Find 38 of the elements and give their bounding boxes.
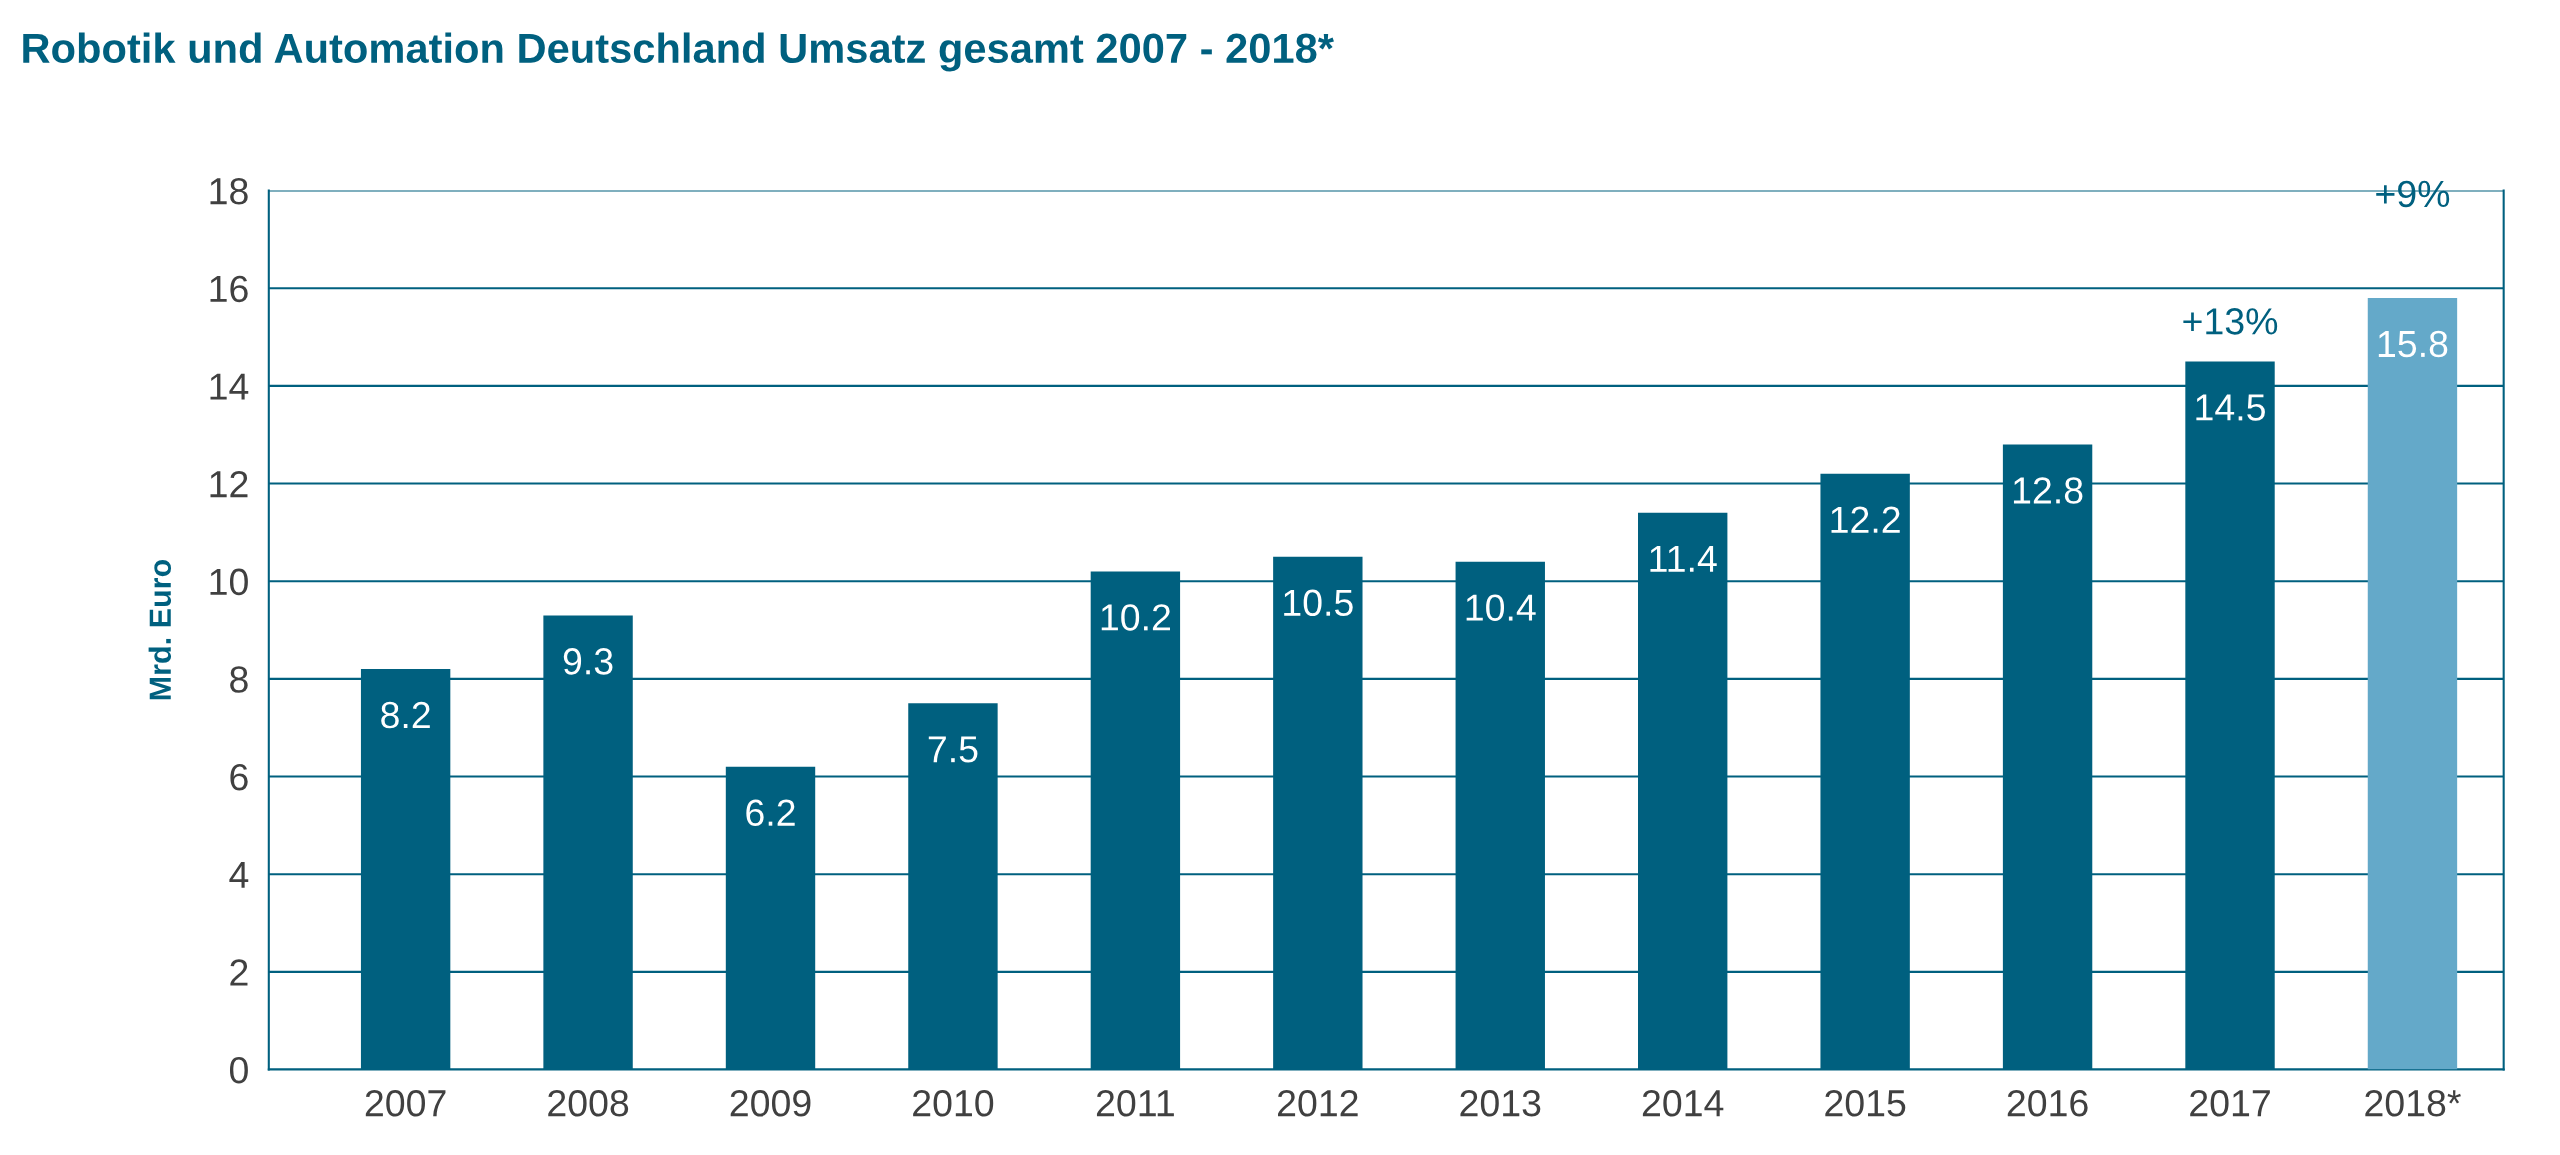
x-tick-label: 2008 <box>548 1089 629 1117</box>
x-tick-label: 2018* <box>2365 1089 2461 1117</box>
data-label: 10.2 <box>1101 604 1170 631</box>
data-label: 14.5 <box>2196 394 2265 421</box>
x-tick-label: 2015 <box>1825 1089 1906 1117</box>
x-tick-label: 2013 <box>1460 1089 1541 1117</box>
data-label: 9.3 <box>563 648 613 675</box>
y-axis-title: Mrd. Euro <box>148 559 172 700</box>
data-label: 10.5 <box>1284 589 1353 617</box>
data-label: 6.2 <box>746 799 795 827</box>
y-tick-label: 18 <box>210 177 248 205</box>
data-label: 10.4 <box>1466 594 1536 621</box>
y-tick-label: 14 <box>210 373 249 400</box>
y-tick-label: 2 <box>230 959 248 986</box>
x-tick-label: 2016 <box>2007 1089 2088 1117</box>
x-tick-label: 2009 <box>730 1089 811 1117</box>
x-tick-label: 2011 <box>1096 1089 1174 1117</box>
y-tick-label: 6 <box>230 763 248 791</box>
annotation: +13% <box>2183 308 2278 335</box>
data-label: 7.5 <box>928 736 978 763</box>
x-tick-label: 2017 <box>2190 1089 2270 1117</box>
x-tick-label: 2007 <box>365 1089 446 1117</box>
data-label: 15.8 <box>2378 330 2448 358</box>
data-label: 8.2 <box>381 701 430 729</box>
y-tick-label: 4 <box>229 862 249 888</box>
x-tick-label: 2012 <box>1278 1089 1358 1117</box>
data-label: 11.4 <box>1650 545 1717 572</box>
y-tick-label: 16 <box>210 275 248 303</box>
y-tick-label: 12 <box>210 470 248 498</box>
x-tick-label: 2010 <box>913 1089 994 1117</box>
data-label: 12.2 <box>1831 506 1900 533</box>
y-tick-label: 0 <box>229 1056 248 1084</box>
y-tick-label: 10 <box>210 568 248 596</box>
data-label: 12.8 <box>2013 477 2083 504</box>
y-tick-label: 8 <box>230 666 248 693</box>
chart-title: Robotik und Automation Deutschland Umsatz gesamt 2007 - 2018* <box>23 32 1334 72</box>
x-tick-label: 2014 <box>1642 1089 1724 1117</box>
annotation: +9% <box>2376 180 2450 208</box>
